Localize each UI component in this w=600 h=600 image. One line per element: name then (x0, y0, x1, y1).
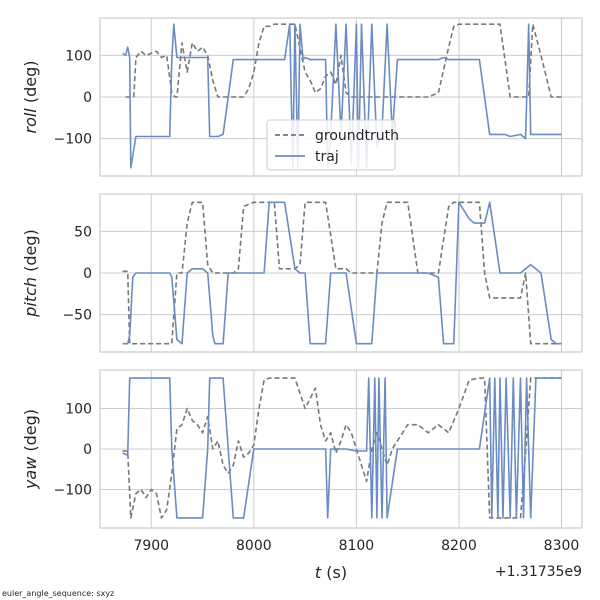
subplot-panels: −100 0 100 roll (deg) groundtruth traj −50 0 50 p… (21, 17, 583, 529)
y-axis-label: yaw (deg) (21, 409, 40, 490)
y-tick-label: 0 (83, 442, 92, 458)
x-axis-label-unit: (s) (321, 563, 347, 582)
series-line-groundtruth (122, 377, 562, 519)
legend-box (266, 119, 396, 171)
x-tick-label: 7900 (133, 538, 169, 554)
y-tick-label: 100 (65, 401, 92, 417)
series-line-groundtruth (122, 201, 562, 345)
y-tick-label: 100 (65, 48, 92, 64)
series-line-traj (122, 377, 562, 519)
y-axis-label: pitch (deg) (21, 229, 40, 318)
y-tick-label: −100 (54, 132, 92, 148)
y-tick-label: 0 (83, 90, 92, 106)
y-tick-label: 0 (83, 266, 92, 282)
series-line-traj (122, 201, 562, 345)
y-tick-label: 50 (74, 224, 92, 240)
subplot-roll: −100 0 100 roll (deg) groundtruth traj (21, 17, 583, 177)
legend: groundtruth traj (266, 119, 399, 171)
plot-frame (99, 17, 583, 177)
x-tick-label: 8000 (236, 538, 272, 554)
series-line-groundtruth (125, 23, 562, 98)
x-tick-label: 8100 (339, 538, 375, 554)
y-axis-label-unit: (deg) (21, 61, 40, 109)
x-axis-offset-label: +1.31735e9 (495, 564, 582, 580)
y-tick-label: −50 (62, 308, 92, 324)
legend-label-groundtruth: groundtruth (315, 128, 399, 144)
y-axis-label-var: pitch (21, 277, 40, 318)
x-axis: 7900 8000 8100 8200 8300 t (s) +1.31735e9 (133, 538, 582, 582)
subplot-yaw: −100 0 100 yaw (deg) (21, 369, 583, 529)
subplot-pitch: −50 0 50 pitch (deg) (21, 193, 583, 353)
x-tick-label: 8300 (544, 538, 580, 554)
plot-frame (99, 369, 583, 529)
legend-label-traj: traj (315, 149, 339, 165)
y-tick-label: −100 (54, 483, 92, 499)
y-axis-label-var: yaw (21, 456, 40, 490)
footer-text: euler_angle_sequence: sxyz (2, 589, 114, 598)
series-line-traj (122, 23, 562, 169)
y-axis-label-unit: (deg) (21, 409, 40, 457)
y-axis-label: roll (deg) (21, 61, 40, 134)
plot-frame (99, 193, 583, 353)
y-axis-label-unit: (deg) (21, 229, 40, 277)
y-axis-label-var: roll (21, 108, 40, 134)
x-tick-label: 8200 (441, 538, 477, 554)
x-axis-label: t (s) (315, 563, 347, 582)
x-axis-label-var: t (315, 563, 322, 582)
